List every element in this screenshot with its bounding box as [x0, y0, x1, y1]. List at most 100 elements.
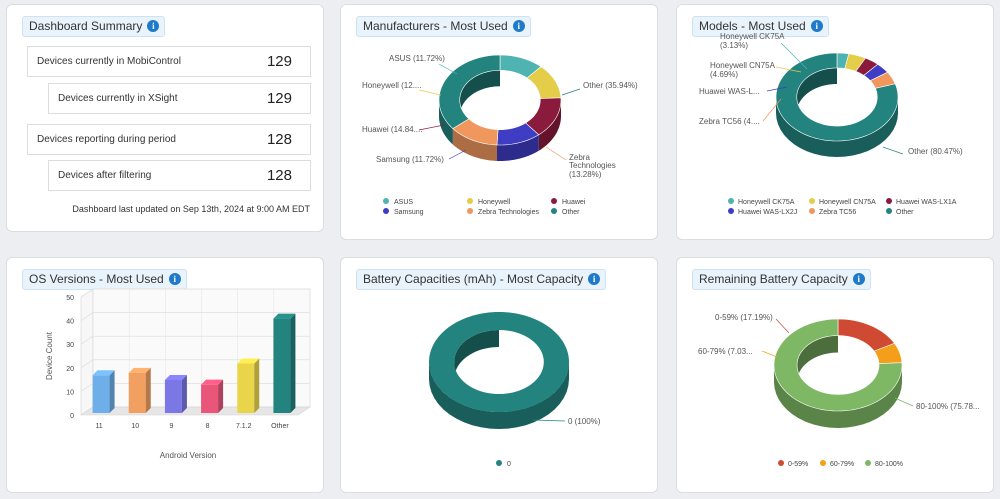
legend-was-lx2j[interactable]: Huawei WAS-LX2J [738, 209, 797, 216]
y-tick-label: 30 [66, 342, 74, 349]
legend-swatch-cn75a [809, 198, 815, 204]
info-icon[interactable]: i [810, 20, 823, 32]
slice-wall-other [776, 97, 898, 157]
y-tick-label: 10 [66, 389, 74, 396]
y-tick-label: 50 [66, 295, 74, 302]
legend-tc56[interactable]: Zebra TC56 [819, 209, 856, 216]
info-icon[interactable]: i [512, 20, 525, 32]
manufacturers-chart: ASUS (11.72%) Honeywell (12.... Huawei (… [362, 54, 638, 216]
legend-swatch-ck75a [728, 198, 734, 204]
info-icon[interactable]: i [147, 20, 160, 32]
x-tick-label: Other [271, 423, 289, 430]
info-icon[interactable]: i [852, 273, 865, 285]
models-chart: Honeywell CK75A (3.13%) Honeywell CN75A … [699, 32, 963, 216]
battery-capacities-card: Battery Capacities (mAh) - Most Capacity… [340, 257, 658, 493]
slice-other[interactable] [438, 54, 501, 129]
bar-8[interactable] [201, 379, 224, 413]
legend-60-79[interactable]: 60-79% [830, 461, 854, 468]
summary-value: 128 [266, 167, 292, 184]
label-60-79: 60-79% (7.03... [698, 347, 753, 356]
label-0-59: 0-59% (17.19%) [715, 313, 773, 322]
slice-inner-wall-other [796, 67, 837, 113]
legend-swatch-0-59 [778, 460, 784, 466]
legend-asus[interactable]: ASUS [394, 199, 413, 206]
label-zebra-2: Technologies [569, 161, 616, 170]
legend-huawei[interactable]: Huawei [562, 199, 586, 206]
legend-ck75a[interactable]: Honeywell CK75A [738, 199, 795, 206]
slice-inner-wall-0 [454, 330, 499, 379]
legend-was-lx1a[interactable]: Huawei WAS-LX1A [896, 199, 957, 206]
battery-capacities-chart: 0 (100%) 0 [429, 312, 601, 468]
legend-swatch-was-lx1a [886, 198, 892, 204]
x-tick-label: 11 [95, 423, 102, 430]
card-title: Remaining Battery Capacity i [692, 269, 871, 290]
label-80-100: 80-100% (75.78... [916, 402, 980, 411]
info-icon[interactable]: i [168, 273, 181, 285]
bar-11[interactable] [92, 370, 115, 413]
label-other: Other (80.47%) [908, 147, 963, 156]
label-ck75a: Honeywell CK75A [720, 32, 785, 41]
legend-honeywell[interactable]: Honeywell [478, 199, 511, 206]
slice-other[interactable] [775, 52, 899, 142]
legend-swatch-honeywell [467, 198, 473, 204]
label-asus: ASUS (11.72%) [389, 54, 445, 63]
summary-row-xsight: Devices currently in XSight 129 [48, 83, 311, 114]
slice-wall-huawei [538, 100, 561, 151]
label-zebra: Zebra [569, 153, 590, 162]
slice-wall-other [439, 100, 453, 145]
slice-wall-0 [429, 362, 569, 429]
label-cn75a: Honeywell CN75A [710, 61, 776, 70]
summary-value: 128 [266, 131, 292, 148]
slice-0[interactable] [429, 312, 569, 412]
slice-wall-zebra-technologies [452, 128, 498, 161]
card-title: Models - Most Used i [692, 16, 829, 37]
label-honeywell: Honeywell (12.... [362, 81, 422, 90]
legend-swatch-60-79 [820, 460, 826, 466]
x-axis-label: Android Version [160, 451, 216, 460]
legend-zero[interactable]: 0 [507, 461, 511, 468]
remaining-battery-card: Remaining Battery Capacity i 0-59% (17.19… [676, 257, 994, 493]
bar-7-1-2[interactable] [237, 358, 260, 413]
label-ck75a-2: (3.13%) [720, 41, 748, 50]
card-title: Battery Capacities (mAh) - Most Capacity… [356, 269, 607, 290]
label-samsung: Samsung (11.72%) [376, 155, 444, 164]
info-icon[interactable]: i [588, 273, 601, 285]
legend-samsung[interactable]: Samsung [394, 209, 424, 216]
legend-80-100[interactable]: 80-100% [875, 461, 903, 468]
bar-other[interactable] [273, 313, 296, 413]
legend-other[interactable]: Other [562, 209, 580, 216]
card-title: Manufacturers - Most Used i [356, 16, 531, 37]
y-tick-label: 0 [70, 413, 74, 420]
slice-inner-wall-80-100- [797, 335, 838, 382]
slice-inner-wall-other [459, 70, 500, 116]
legend-swatch-80-100 [865, 460, 871, 466]
slice-80-100-[interactable] [773, 318, 903, 412]
bar-10[interactable] [128, 367, 151, 413]
card-title: Dashboard Summary i [22, 16, 166, 37]
legend-swatch-zebra [467, 208, 473, 214]
remaining-battery-chart: 0-59% (17.19%) 60-79% (7.03... 80-100% (… [698, 313, 980, 468]
slice-wall-80-100- [774, 365, 902, 428]
legend-swatch-tc56 [809, 208, 815, 214]
os-versions-chart: 0 10 20 30 40 50 11 10 9 8 7.1.2 Other Android Versi… [45, 288, 311, 460]
os-versions-card: OS Versions - Most Used i 0 10 20 30 40 50 11 10… [6, 257, 324, 493]
legend-swatch-zero [496, 460, 502, 466]
legend-swatch-was-lx2j [728, 208, 734, 214]
label-tc56: Zebra TC56 (4.... [699, 117, 760, 126]
legend-zebra[interactable]: Zebra Technologies [478, 209, 539, 216]
legend-other[interactable]: Other [896, 209, 914, 216]
legend-swatch-huawei [551, 198, 557, 204]
manufacturers-card: Manufacturers - Most Used i ASUS (11.72%)… [340, 4, 658, 240]
legend-swatch-asus [383, 198, 389, 204]
y-tick-label: 20 [66, 366, 74, 373]
x-tick-label: 7.1.2 [236, 423, 252, 430]
label-huawei: Huawei (14.84.... [362, 125, 422, 134]
summary-row-mobicontrol: Devices currently in MobiControl 129 [27, 46, 311, 77]
side-wall [80, 288, 94, 416]
legend-swatch-samsung [383, 208, 389, 214]
bar-9[interactable] [164, 374, 187, 413]
summary-row-reporting: Devices reporting during period 128 [27, 124, 311, 155]
label-zero: 0 (100%) [568, 417, 601, 426]
legend-cn75a[interactable]: Honeywell CN75A [819, 199, 876, 206]
legend-0-59[interactable]: 0-59% [788, 461, 808, 468]
